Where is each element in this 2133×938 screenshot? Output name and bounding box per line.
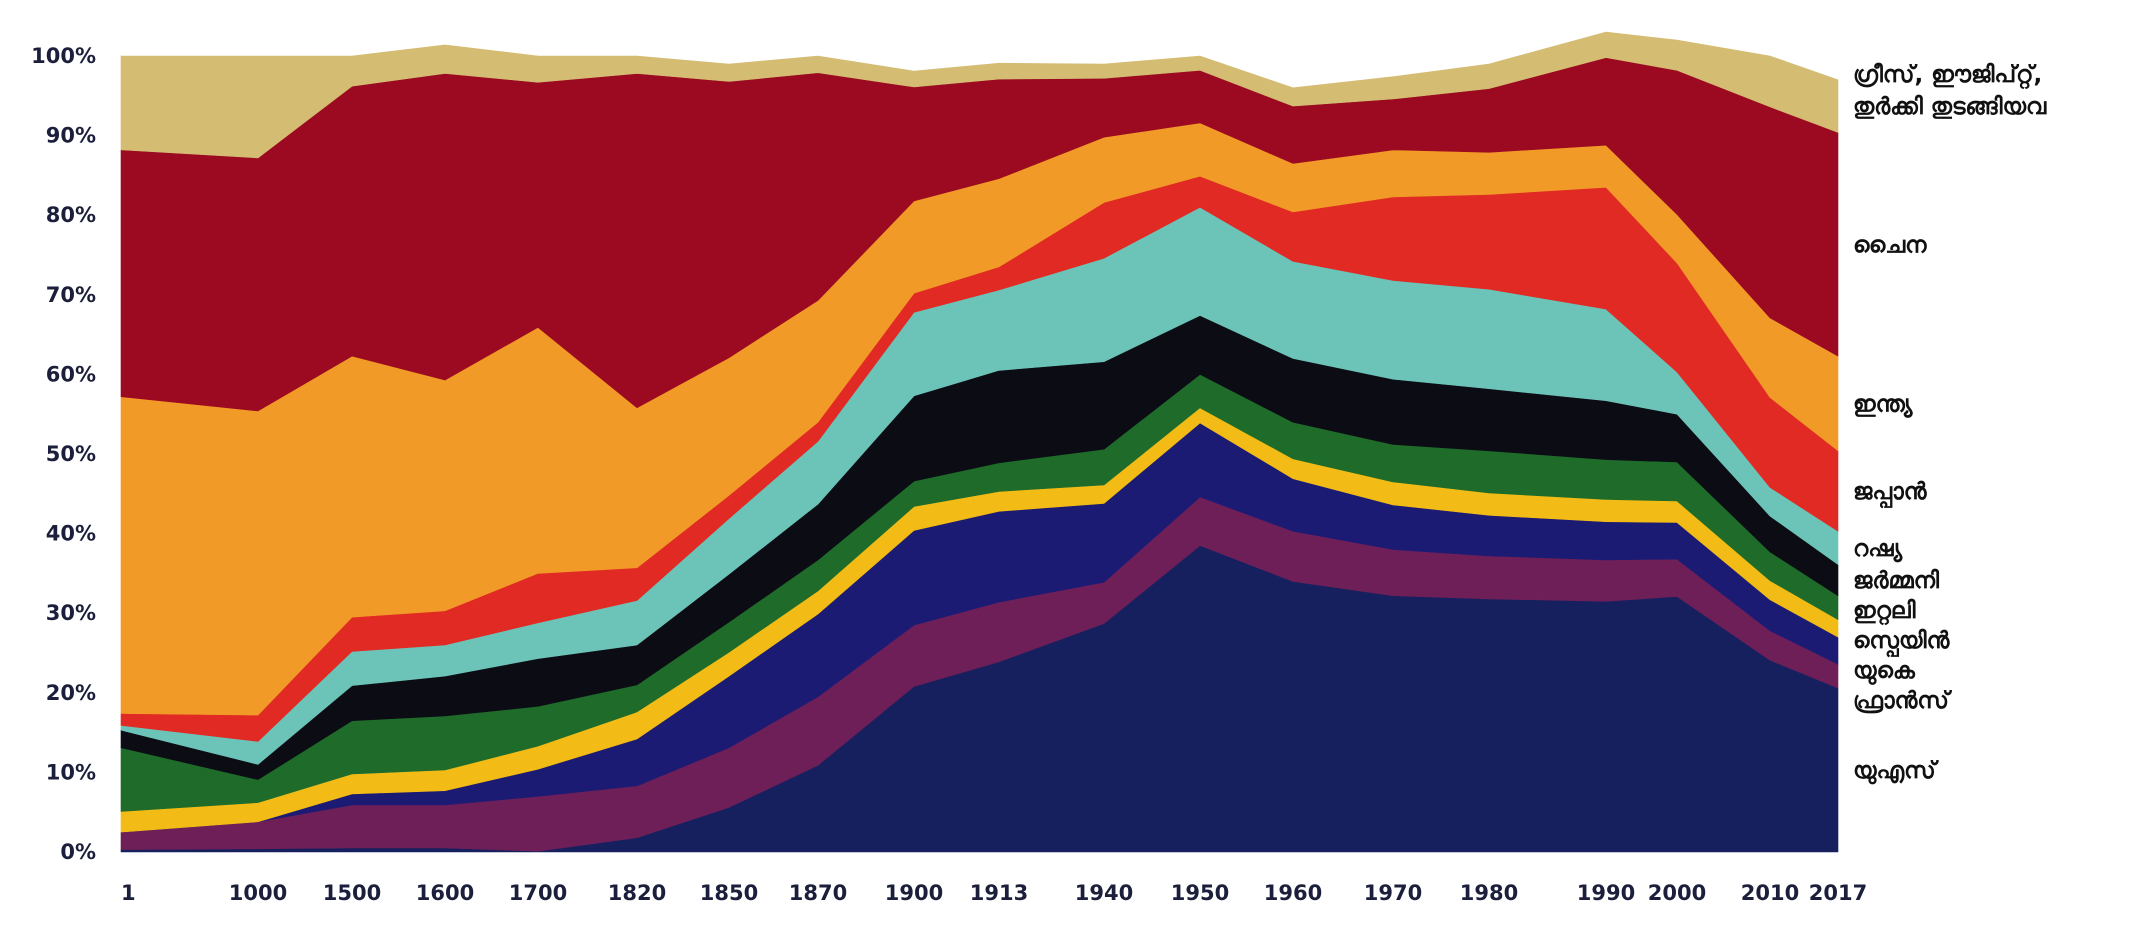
legend-label: സ്പെയിൻ bbox=[1853, 628, 1950, 657]
x-tick-label: 1980 bbox=[1460, 881, 1518, 905]
legend-label: യുഎസ് bbox=[1853, 758, 1940, 785]
x-tick-label: 1000 bbox=[229, 881, 287, 905]
y-tick-label: 0% bbox=[60, 840, 96, 864]
legend-label: ഗ്രീസ്, ഈജിപ്റ്റ്, bbox=[1853, 62, 2042, 90]
x-tick-label: 1870 bbox=[789, 881, 847, 905]
legend-label: ഇന്ത്യ bbox=[1853, 392, 1914, 419]
x-tick-label: 1950 bbox=[1171, 881, 1229, 905]
y-tick-label: 10% bbox=[46, 760, 96, 784]
x-tick-label: 1900 bbox=[885, 881, 943, 905]
x-tick-label: 1913 bbox=[970, 881, 1028, 905]
x-tick-label: 1820 bbox=[608, 881, 666, 905]
y-tick-label: 90% bbox=[46, 124, 96, 148]
y-tick-label: 80% bbox=[46, 203, 96, 227]
y-tick-label: 100% bbox=[31, 44, 96, 68]
x-tick-label: 1990 bbox=[1577, 881, 1635, 905]
x-tick-label: 1970 bbox=[1364, 881, 1422, 905]
legend-label: യുകെ bbox=[1853, 658, 1916, 685]
area-series-10 bbox=[120, 31, 1839, 159]
legend-label: ചൈന bbox=[1853, 232, 1927, 258]
x-tick-label: 1600 bbox=[416, 881, 474, 905]
x-tick-label: 1940 bbox=[1075, 881, 1133, 905]
y-tick-label: 70% bbox=[46, 283, 96, 307]
y-tick-label: 20% bbox=[46, 681, 96, 705]
x-tick-label: 1 bbox=[121, 881, 136, 905]
y-tick-label: 60% bbox=[46, 362, 96, 386]
legend-label: ഇറ്റലി bbox=[1853, 598, 1917, 626]
y-tick-label: 50% bbox=[46, 442, 96, 466]
y-tick-label: 40% bbox=[46, 522, 96, 546]
legend: ഗ്രീസ്, ഈജിപ്റ്റ്, തുർക്കി തുടങ്ങിയവ ചൈന ഇന… bbox=[1853, 62, 2047, 785]
x-tick-label: 1500 bbox=[323, 881, 381, 905]
x-tick-label: 1850 bbox=[700, 881, 758, 905]
legend-label: ജർമ്മനി bbox=[1853, 568, 1940, 594]
legend-label: ഫ്രാൻസ് bbox=[1853, 688, 1953, 714]
areas-layer bbox=[120, 31, 1839, 853]
legend-label: തുർക്കി തുടങ്ങിയവ bbox=[1853, 94, 2047, 120]
y-axis: 0% 10% 20% 30% 40% 50% 60% 70% 80% 90% 100% bbox=[31, 44, 96, 864]
x-axis: 1 1000 1500 1600 1700 1820 1850 1870 1900 1913 194… bbox=[121, 881, 1867, 905]
x-tick-label: 2010 bbox=[1741, 881, 1799, 905]
x-tick-label: 1960 bbox=[1264, 881, 1322, 905]
x-tick-label: 2000 bbox=[1648, 881, 1706, 905]
legend-label: ജപ്പാൻ bbox=[1853, 479, 1928, 508]
x-tick-label: 1700 bbox=[509, 881, 567, 905]
y-tick-label: 30% bbox=[46, 601, 96, 625]
x-tick-label: 2017 bbox=[1809, 881, 1867, 905]
legend-label: റഷ്യ bbox=[1853, 536, 1903, 563]
